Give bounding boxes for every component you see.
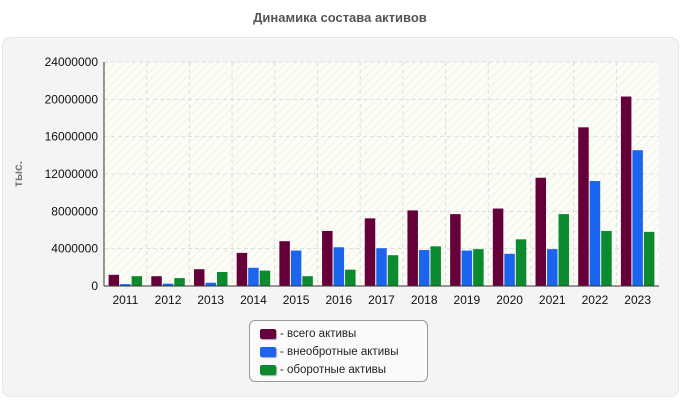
bar-2012-s1 [162,283,174,286]
bar-2012-s2 [174,278,185,286]
x-tick-label: 2012 [155,293,182,307]
legend-item-total: - всего активы [260,325,427,343]
legend-label-noncurrent: - внеобротные активы [280,346,399,358]
y-axis-label: тыс. [11,161,25,187]
legend-swatch-current [260,365,276,375]
y-tick-label: 24000000 [45,55,99,69]
bar-2018-s2 [430,246,441,286]
bar-2011-s1 [120,284,131,286]
legend-item-current: - оборотные активы [260,361,427,379]
tick-labels: 0 4000000 8000000 12000000 16000000 20000000 2… [45,55,652,307]
bar-2017-s2 [387,255,399,286]
legend-item-noncurrent: - внеобротные активы [260,343,427,361]
bar-2014-s0 [236,252,248,286]
legend: - всего активы - внеобротные активы - об… [249,320,428,382]
bar-2018-s0 [407,210,418,286]
x-tick-label: 2018 [411,293,438,307]
bar-2020-s1 [504,253,515,286]
bar-2015-s0 [279,241,290,286]
x-tick-label: 2011 [112,293,138,307]
y-tick-label: 4000000 [51,242,98,256]
x-tick-label: 2016 [325,293,352,307]
x-tick-label: 2014 [240,293,267,307]
y-tick-label: 12000000 [45,167,99,181]
bar-2015-s2 [302,276,313,286]
bar-2016-s0 [322,230,333,286]
bar-2021-s0 [535,177,547,286]
grid-lines [104,61,659,286]
x-tick-label: 2023 [624,293,651,307]
bar-2021-s2 [558,214,570,286]
x-tick-label: 2017 [368,293,395,307]
bar-2013-s1 [205,282,216,286]
y-tick-label: 0 [91,279,98,293]
x-tick-label: 2022 [582,293,609,307]
y-tick-label: 8000000 [51,204,98,218]
bar-2011-s0 [108,274,120,286]
x-tick-label: 2019 [454,293,481,307]
bar-2013-s0 [193,269,205,286]
bar-2012-s0 [151,276,162,286]
bar-2019-s1 [461,250,473,286]
legend-swatch-noncurrent [260,347,276,357]
chart-title: Динамика состава активов [253,10,427,25]
bar-2019-s0 [450,214,461,286]
y-tick-label: 20000000 [45,92,99,106]
bar-2017-s0 [364,218,376,286]
legend-label-total: - всего активы [280,328,357,340]
bar-2018-s1 [418,250,430,286]
bar-2022-s2 [601,230,612,286]
bar-2017-s1 [376,248,387,286]
bar-2015-s1 [290,250,302,286]
bar-2013-s2 [216,272,228,286]
x-tick-label: 2015 [283,293,310,307]
bar-2023-s0 [620,96,632,287]
bar-2022-s0 [578,127,589,286]
legend-label-current: - оборотные активы [280,364,387,376]
y-tick-label: 16000000 [45,130,99,144]
bar-2020-s2 [515,239,527,286]
bars [108,96,655,287]
x-tick-label: 2020 [496,293,523,307]
x-tick-label: 2021 [539,293,566,307]
bar-2016-s2 [345,269,356,286]
legend-swatch-total [260,329,276,339]
bar-2014-s1 [248,267,259,286]
bar-2014-s2 [259,270,271,286]
bar-2022-s1 [589,181,601,286]
bar-2021-s1 [547,249,558,286]
bar-2016-s1 [333,247,345,286]
bar-2020-s0 [492,208,504,286]
bar-2011-s2 [131,276,143,286]
bar-2023-s1 [632,150,643,286]
axes [103,62,659,287]
bar-2023-s2 [643,231,655,286]
x-tick-label: 2013 [197,293,224,307]
bar-2019-s2 [473,249,484,286]
